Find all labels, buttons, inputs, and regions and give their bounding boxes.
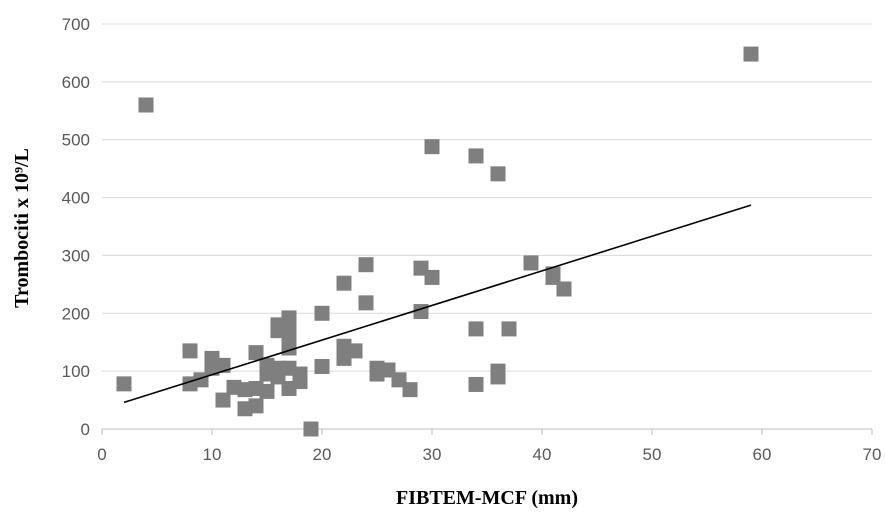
y-axis-title: Trombociti x 10⁹/L [11,148,33,308]
tick-labels: 0 100 200 300 400 500 600 700 0 10 20 30 40 50 60 70 [62,15,882,464]
data-point [182,343,198,359]
x-tick-label: 60 [753,445,772,464]
data-point [314,305,330,321]
data-point [358,295,374,311]
x-tick-label: 20 [313,445,332,464]
data-points [116,46,759,437]
data-point [523,255,539,271]
data-point [138,97,154,113]
trendline-group [123,204,752,404]
trendline [123,204,752,404]
x-tick-label: 40 [533,445,552,464]
x-tick-label: 30 [423,445,442,464]
y-tick-label: 100 [62,362,90,381]
x-tick-label: 0 [97,445,106,464]
axes [101,428,873,435]
data-point [556,281,572,297]
data-point [314,359,330,375]
data-point [347,343,363,359]
data-point [424,139,440,155]
y-tick-label: 600 [62,73,90,92]
data-point [303,421,319,437]
data-point [215,357,231,373]
x-tick-label: 70 [863,445,882,464]
data-point [545,269,561,285]
data-point [292,374,308,390]
data-point [336,275,352,291]
data-point [413,304,429,320]
x-tick-label: 10 [203,445,222,464]
y-tick-label: 0 [81,420,90,439]
data-point [424,269,440,285]
data-point [402,382,418,398]
data-point [259,383,275,399]
data-point [490,369,506,385]
data-point [248,345,264,361]
y-tick-label: 700 [62,15,90,34]
gridlines [102,23,872,372]
data-point [468,376,484,392]
data-point [116,376,132,392]
x-tick-label: 50 [643,445,662,464]
y-tick-label: 500 [62,131,90,150]
x-axis-title: FIBTEM-MCF (mm) [396,487,578,509]
data-point [358,257,374,273]
data-point [281,320,297,336]
y-tick-label: 200 [62,304,90,323]
data-point [468,321,484,337]
data-point [215,392,231,408]
data-point [501,321,517,337]
y-tick-label: 300 [62,246,90,265]
y-tick-label: 400 [62,189,90,208]
data-point [743,46,759,62]
data-point [468,148,484,164]
data-point [490,166,506,182]
data-point [193,372,209,388]
data-point [248,398,264,414]
